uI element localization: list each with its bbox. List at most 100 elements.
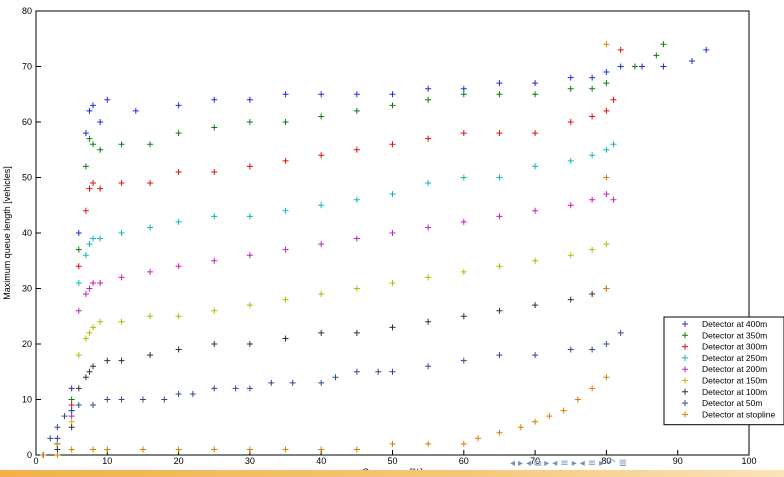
- data-point: [246, 252, 253, 259]
- data-point: [375, 368, 382, 375]
- nav-symbol-icon[interactable]: ◂: [579, 457, 585, 469]
- data-point: [211, 213, 218, 220]
- data-point: [425, 224, 432, 231]
- data-point: [589, 346, 596, 353]
- data-point: [603, 341, 610, 347]
- data-point: [104, 357, 111, 364]
- legend-marker: [682, 321, 688, 327]
- data-point: [389, 230, 396, 236]
- nav-symbol-icon[interactable]: ▸: [599, 457, 605, 469]
- data-point: [389, 141, 396, 148]
- data-point: [97, 146, 104, 153]
- nav-symbol-icon[interactable]: ▸: [544, 457, 550, 469]
- data-point: [425, 274, 432, 281]
- nav-symbol-icon[interactable]: ▸: [571, 457, 577, 469]
- x-tick-label: 10: [102, 456, 112, 466]
- data-point: [68, 418, 75, 425]
- data-point: [246, 213, 253, 220]
- data-point: [147, 180, 154, 187]
- data-point: [589, 152, 596, 159]
- data-point: [318, 291, 325, 298]
- data-point: [68, 402, 75, 409]
- data-point: [282, 207, 289, 214]
- data-point: [532, 352, 539, 359]
- legend-marker: [682, 411, 688, 418]
- legend-marker: [682, 377, 688, 384]
- nav-symbol-icon[interactable]: ⧉: [534, 457, 542, 469]
- data-point: [603, 191, 610, 198]
- nav-symbol-icon[interactable]: ≡: [560, 457, 569, 469]
- data-point: [175, 168, 182, 175]
- data-point: [175, 346, 182, 353]
- nav-symbol-icon[interactable]: ◂: [526, 457, 532, 469]
- data-point: [610, 196, 617, 203]
- data-point: [460, 174, 467, 181]
- data-point: [246, 119, 253, 125]
- data-point: [318, 446, 325, 453]
- data-point: [589, 246, 596, 253]
- x-tick-label: 40: [316, 456, 326, 466]
- nav-symbol-icon[interactable]: ↶: [607, 457, 616, 469]
- data-point: [147, 224, 154, 231]
- navigation-controls[interactable]: ◂ ▸ ◂ ⧉ ▸ ◂ ≡ ▸ ◂ ≡ ▸ ↶ ≣: [510, 455, 627, 471]
- data-point: [47, 435, 54, 442]
- data-point: [54, 440, 61, 447]
- data-point: [147, 268, 154, 275]
- data-point: [353, 146, 360, 153]
- data-point: [246, 96, 253, 103]
- nav-symbol-icon[interactable]: ◂: [552, 457, 558, 469]
- data-point: [425, 363, 432, 370]
- y-tick-label: 0: [27, 450, 32, 460]
- data-point: [425, 318, 432, 325]
- data-point: [353, 235, 360, 242]
- data-point: [603, 80, 610, 87]
- data-point: [567, 74, 574, 81]
- data-point: [147, 352, 154, 359]
- legend-marker: [682, 400, 688, 407]
- x-tick-label: 60: [459, 456, 469, 466]
- y-tick-label: 70: [22, 62, 32, 72]
- data-point: [282, 91, 289, 98]
- data-point: [246, 446, 253, 453]
- x-tick-label: 70: [530, 456, 540, 466]
- data-point: [532, 418, 539, 425]
- data-point: [389, 368, 396, 375]
- data-point: [425, 135, 432, 142]
- data-point: [82, 163, 89, 170]
- data-point: [460, 130, 467, 137]
- data-point: [389, 324, 396, 331]
- data-point: [603, 69, 610, 76]
- nav-symbol-icon[interactable]: ▸: [518, 457, 524, 469]
- data-point: [460, 91, 467, 98]
- data-point: [589, 113, 596, 120]
- data-point: [189, 390, 196, 397]
- data-point: [90, 324, 97, 331]
- data-point: [567, 202, 574, 209]
- data-point: [589, 196, 596, 203]
- nav-symbol-icon[interactable]: ≣: [618, 457, 627, 469]
- data-point: [389, 440, 396, 447]
- data-point: [460, 218, 467, 225]
- data-point: [318, 379, 325, 386]
- data-point: [567, 85, 574, 92]
- data-point: [353, 285, 360, 292]
- legend-label: Detector at 150m: [702, 376, 767, 386]
- data-point: [603, 285, 610, 292]
- data-point: [54, 446, 61, 453]
- data-point: [211, 446, 218, 453]
- nav-symbol-icon[interactable]: ≡: [587, 457, 597, 469]
- data-point: [97, 185, 104, 192]
- x-tick-label: 20: [174, 456, 184, 466]
- data-point: [688, 57, 695, 64]
- data-point: [517, 424, 524, 431]
- nav-symbol-icon[interactable]: ◂: [510, 457, 516, 469]
- data-point: [54, 435, 61, 442]
- data-point: [567, 296, 574, 303]
- y-tick-label: 40: [22, 228, 32, 238]
- data-point: [90, 102, 97, 109]
- data-point: [104, 396, 111, 403]
- data-point: [54, 424, 61, 431]
- legend-label: Detector at 100m: [702, 387, 767, 397]
